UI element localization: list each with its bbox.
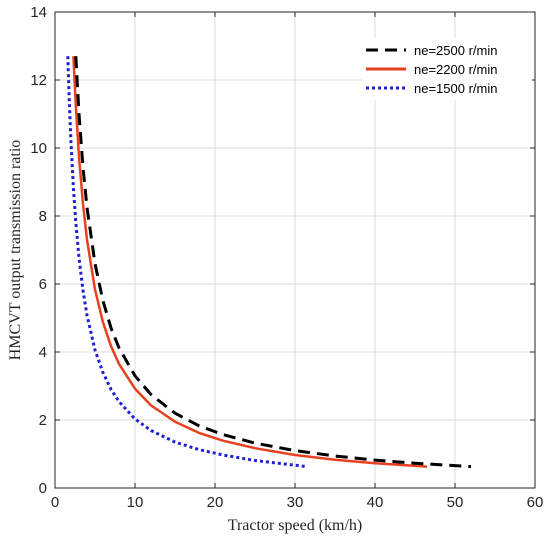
x-tick-label: 20: [207, 494, 224, 511]
x-tick-label: 10: [127, 494, 144, 511]
y-tick-label: 6: [39, 276, 47, 293]
x-tick-label: 0: [51, 494, 59, 511]
legend-entries: ne=2500 r/min ne=2200 r/min ne=1500 r/min: [366, 43, 497, 96]
y-tick-label: 8: [39, 208, 47, 225]
x-tick-label: 40: [367, 494, 384, 511]
y-axis-ticks: 0 2 4 6 8 10 12 14: [30, 4, 535, 497]
legend-label-2: ne=1500 r/min: [414, 81, 497, 96]
y-axis-title: HMCVT output transmission ratio: [7, 140, 24, 361]
x-axis-ticks: 0 10 20 30 40 50 60: [51, 12, 544, 511]
y-tick-label: 0: [39, 480, 47, 497]
x-axis-title: Tractor speed (km/h): [228, 517, 363, 534]
x-tick-label: 30: [287, 494, 304, 511]
x-tick-label: 60: [527, 494, 544, 511]
series-line-0: [74, 56, 472, 469]
legend-label-0: ne=2500 r/min: [414, 43, 497, 58]
y-tick-label: 12: [30, 72, 47, 89]
y-tick-label: 2: [39, 412, 47, 429]
series-layer: [66, 56, 472, 469]
legend: ne=2500 r/min ne=2200 r/min ne=1500 r/min: [362, 38, 532, 100]
y-tick-label: 14: [30, 4, 47, 21]
y-tick-label: 10: [30, 140, 47, 157]
x-tick-label: 50: [447, 494, 464, 511]
series-line-1: [72, 56, 428, 468]
series-line-2: [66, 56, 308, 469]
legend-label-1: ne=2200 r/min: [414, 62, 497, 77]
y-tick-label: 4: [39, 344, 47, 361]
